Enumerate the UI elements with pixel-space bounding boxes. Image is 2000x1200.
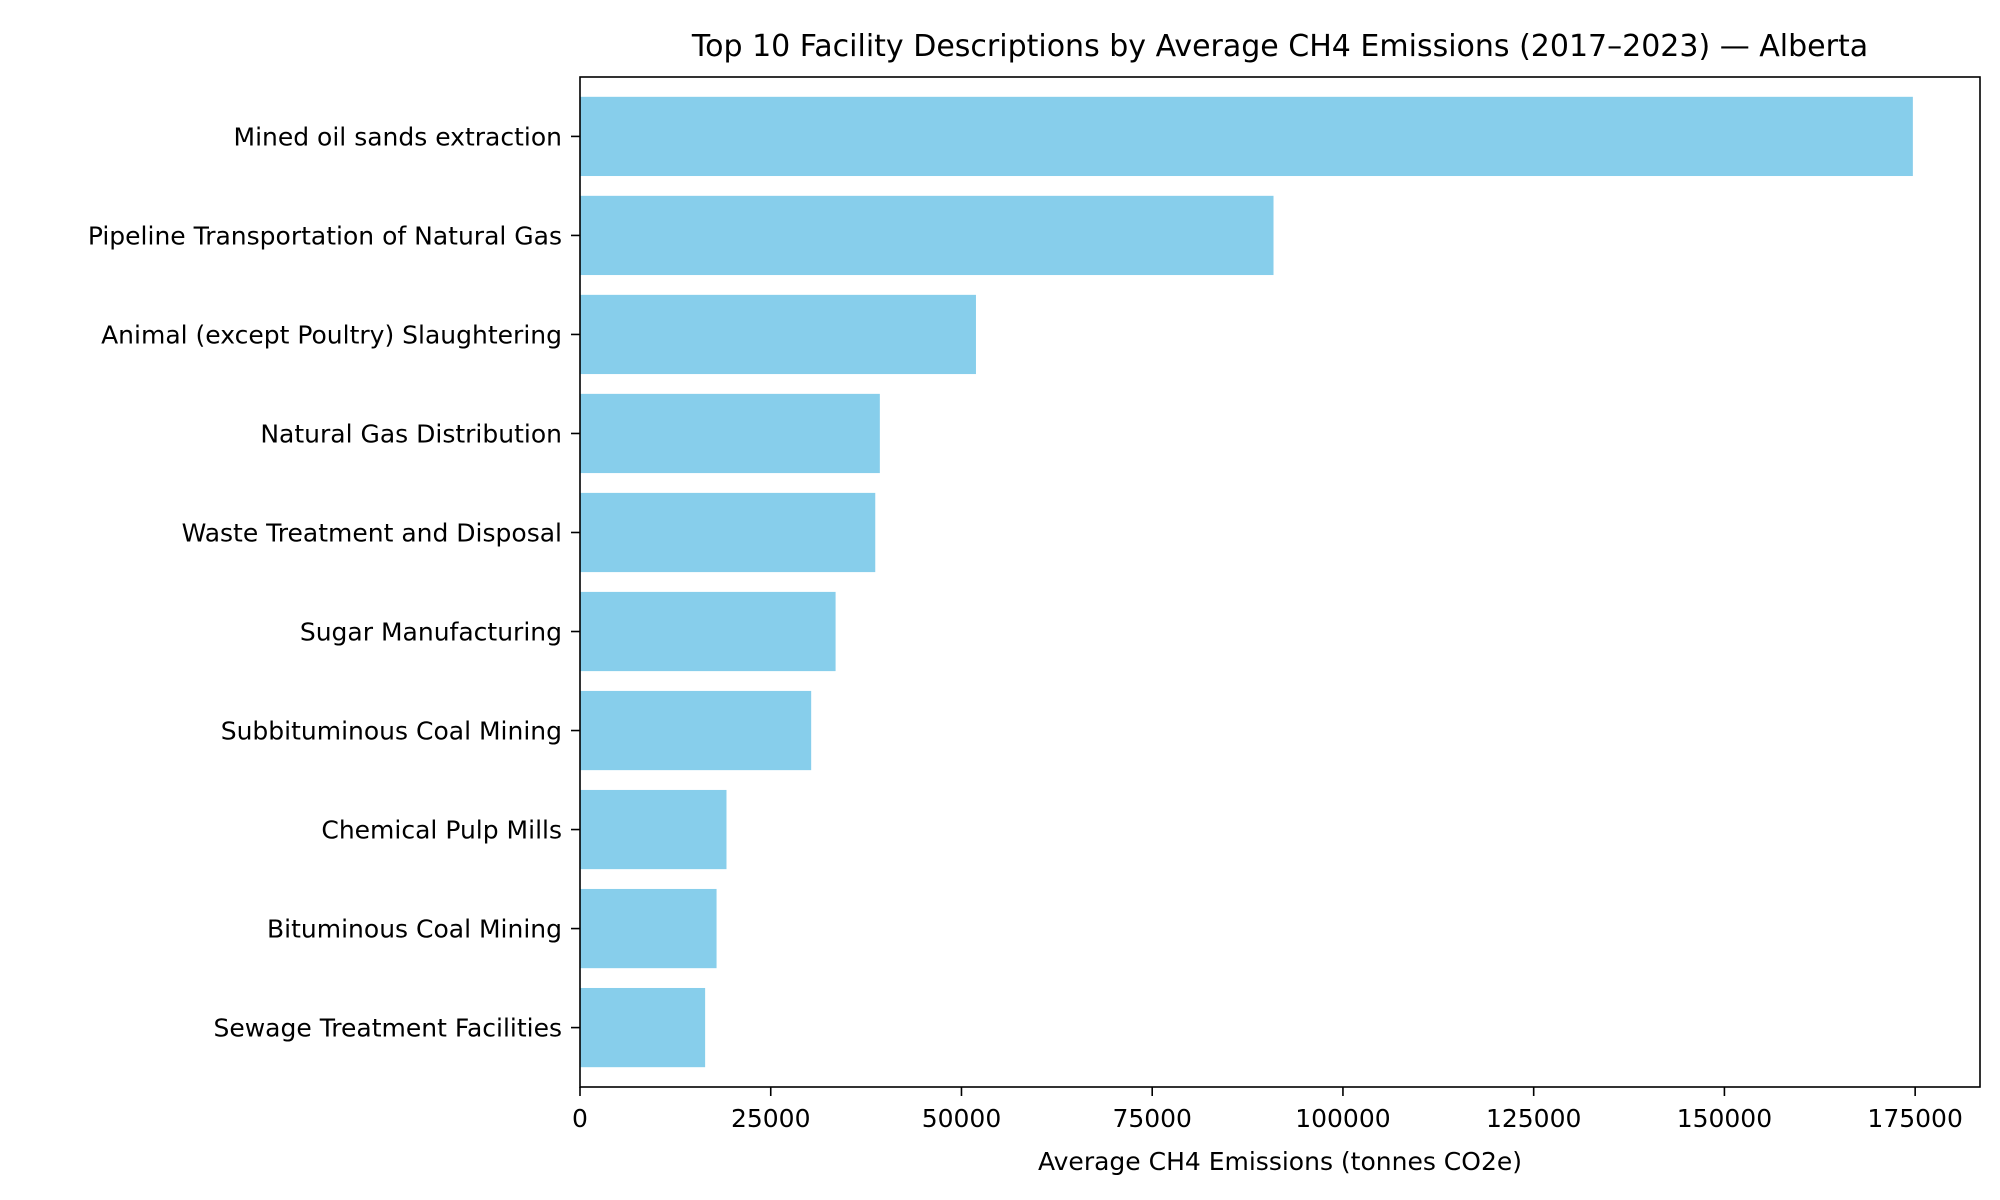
bar [580, 987, 706, 1068]
y-tick-label: Sewage Treatment Facilities [213, 1014, 562, 1043]
bar [580, 690, 812, 771]
y-tick-label: Animal (except Poultry) Slaughtering [101, 320, 562, 349]
x-axis-label: Average CH4 Emissions (tonnes CO2e) [1038, 1147, 1522, 1176]
y-tick-label: Mined oil sands extraction [234, 122, 563, 151]
bar [580, 393, 880, 474]
x-axis: 0 25000 50000 75000 100000 125000 150000 175000 [572, 1087, 1963, 1133]
x-tick-label: 100000 [1295, 1104, 1390, 1133]
x-tick-label: 150000 [1677, 1104, 1772, 1133]
y-tick-label: Bituminous Coal Mining [267, 915, 562, 944]
x-tick-label: 25000 [731, 1104, 811, 1133]
plot-frame [579, 76, 1981, 1088]
bar [580, 789, 727, 870]
bar [580, 195, 1274, 276]
x-tick-label: 125000 [1486, 1104, 1581, 1133]
bar [580, 888, 717, 969]
chart-title: Top 10 Facility Descriptions by Average … [691, 29, 1868, 64]
x-tick-label: 75000 [1112, 1104, 1192, 1133]
y-axis: Mined oil sands extraction Pipeline Trans… [88, 122, 580, 1043]
y-tick-label: Waste Treatment and Disposal [182, 518, 562, 547]
bar [580, 294, 976, 375]
y-tick-label: Chemical Pulp Mills [321, 816, 562, 845]
x-tick-label: 0 [572, 1104, 588, 1133]
bar [580, 591, 836, 672]
x-tick-label: 50000 [922, 1104, 1002, 1133]
y-tick-label: Subbituminous Coal Mining [221, 717, 562, 746]
y-tick-label: Pipeline Transportation of Natural Gas [88, 221, 562, 250]
y-tick-label: Natural Gas Distribution [260, 419, 562, 448]
bars-group [580, 96, 1913, 1068]
x-tick-label: 175000 [1867, 1104, 1962, 1133]
y-tick-label: Sugar Manufacturing [300, 618, 562, 647]
bar [580, 96, 1913, 177]
bar [580, 492, 876, 573]
